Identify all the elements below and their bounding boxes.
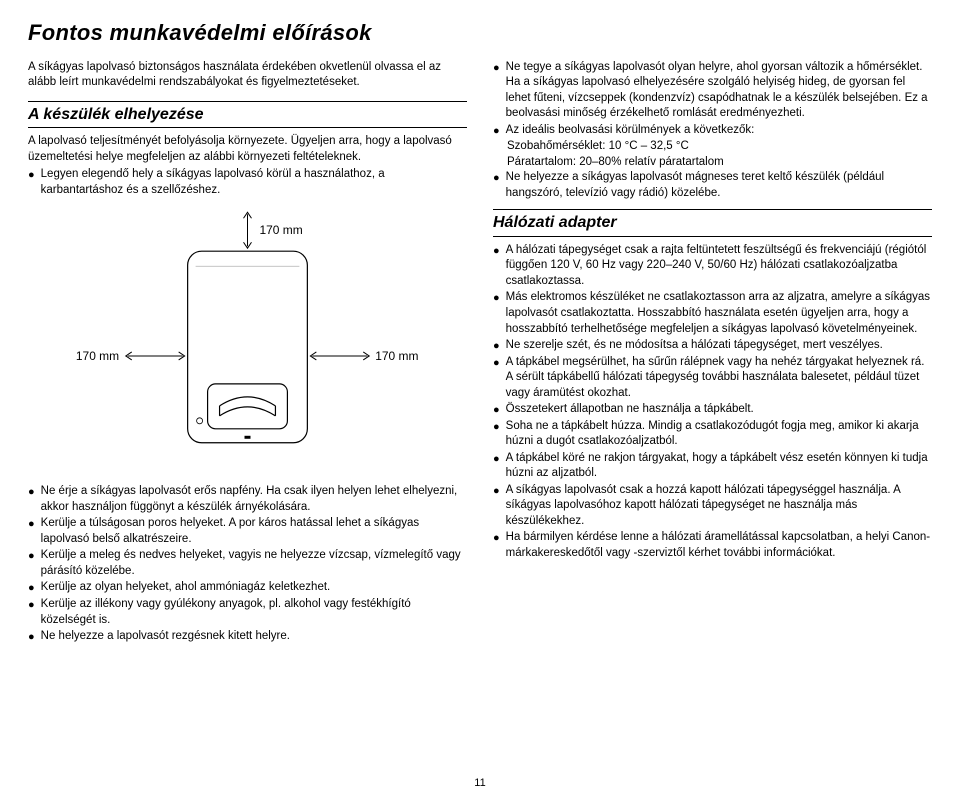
- bullet-icon: ●: [493, 291, 500, 338]
- list-item: ●Kerülje a meleg és nedves helyeket, vag…: [28, 548, 467, 579]
- bullet-text: Kerülje a túlságosan poros helyeket. A p…: [41, 516, 467, 547]
- adapter-bullets: ●A hálózati tápegységet csak a rajta fel…: [493, 243, 932, 561]
- section-placement-heading: A készülék elhelyezése: [28, 101, 467, 129]
- bullet-icon: ●: [493, 171, 500, 202]
- sub-line: Páratartalom: 20–80% relatív páratartalo…: [507, 155, 932, 171]
- list-item: ● Az ideális beolvasási körülmények a köv…: [493, 123, 932, 139]
- list-item: ●Ha bármilyen kérdése lenne a hálózati á…: [493, 530, 932, 561]
- intro-paragraph: A síkágyas lapolvasó biztonságos használ…: [28, 60, 467, 91]
- bullet-text: Legyen elegendő hely a síkágyas lapolvas…: [41, 167, 467, 198]
- bullet-text: A tápkábel megsérülhet, ha sűrűn rálépne…: [506, 355, 932, 402]
- bullet-icon: ●: [28, 581, 35, 597]
- list-item: ●Kerülje a túlságosan poros helyeket. A …: [28, 516, 467, 547]
- bullet-icon: ●: [493, 403, 500, 419]
- bullet-text: Ne érje a síkágyas lapolvasót erős napfé…: [41, 484, 467, 515]
- bullet-text: Összetekert állapotban ne használja a tá…: [506, 402, 932, 418]
- right-top-bullets-2: ●Ne helyezze a síkágyas lapolvasót mágne…: [493, 170, 932, 201]
- placement-bullets-bottom: ●Ne érje a síkágyas lapolvasót erős napf…: [28, 484, 467, 644]
- bullet-text: Ha bármilyen kérdése lenne a hálózati ár…: [506, 530, 932, 561]
- list-item: ● Kerülje az olyan helyeket, ahol ammónia…: [28, 580, 467, 596]
- list-item: ●Ne érje a síkágyas lapolvasót erős napf…: [28, 484, 467, 515]
- page-title: Fontos munkavédelmi előírások: [28, 18, 932, 48]
- list-item: ●Más elektromos készüléket ne csatlakozt…: [493, 290, 932, 337]
- list-item: ● Ne helyezze a lapolvasót rezgésnek kite…: [28, 629, 467, 645]
- bullet-text: A síkágyas lapolvasót csak a hozzá kapot…: [506, 483, 932, 530]
- bullet-icon: ●: [28, 517, 35, 548]
- page-number: 11: [0, 776, 960, 791]
- diagram-label-top: 170 mm: [259, 224, 302, 238]
- bullet-icon: ●: [493, 244, 500, 291]
- placement-bullets-top: ●Legyen elegendő hely a síkágyas lapolva…: [28, 167, 467, 198]
- bullet-icon: ●: [28, 630, 35, 646]
- bullet-text: A tápkábel köré ne rakjon tárgyakat, hog…: [506, 451, 932, 482]
- bullet-text: Kerülje az olyan helyeket, ahol ammóniag…: [41, 580, 467, 596]
- list-item: ●A tápkábel köré ne rakjon tárgyakat, ho…: [493, 451, 932, 482]
- list-item: ●Kerülje az illékony vagy gyúlékony anya…: [28, 597, 467, 628]
- list-item: ●Legyen elegendő hely a síkágyas lapolva…: [28, 167, 467, 198]
- list-item: ● Összetekert állapotban ne használja a t…: [493, 402, 932, 418]
- sub-line: Szobahőmérséklet: 10 °C – 32,5 °C: [507, 139, 932, 155]
- bullet-text: Soha ne a tápkábelt húzza. Mindig a csat…: [506, 419, 932, 450]
- bullet-text: Ne tegye a síkágyas lapolvasót olyan hel…: [506, 60, 932, 122]
- bullet-text: Ne helyezze a lapolvasót rezgésnek kitet…: [41, 629, 467, 645]
- bullet-icon: ●: [28, 485, 35, 516]
- list-item: ●A síkágyas lapolvasót csak a hozzá kapo…: [493, 483, 932, 530]
- section-adapter-heading: Hálózati adapter: [493, 209, 932, 237]
- list-item: ● Ne szerelje szét, és ne módosítsa a hál…: [493, 338, 932, 354]
- diagram-label-right: 170 mm: [375, 349, 418, 363]
- bullet-icon: ●: [493, 124, 500, 140]
- bullet-icon: ●: [493, 356, 500, 403]
- placement-lead: A lapolvasó teljesítményét befolyásolja …: [28, 134, 467, 165]
- bullet-icon: ●: [493, 452, 500, 483]
- right-column: ●Ne tegye a síkágyas lapolvasót olyan he…: [493, 60, 932, 646]
- bullet-text: Más elektromos készüléket ne csatlakozta…: [506, 290, 932, 337]
- diagram-svg: 170 mm 170 mm 170 mm: [28, 206, 467, 476]
- bullet-text: Ne helyezze a síkágyas lapolvasót mágnes…: [506, 170, 932, 201]
- right-top-bullets: ●Ne tegye a síkágyas lapolvasót olyan he…: [493, 60, 932, 139]
- bullet-text: Az ideális beolvasási körülmények a köve…: [506, 123, 932, 139]
- content-columns: A síkágyas lapolvasó biztonságos használ…: [28, 60, 932, 646]
- bullet-icon: ●: [493, 531, 500, 562]
- clearance-diagram: 170 mm 170 mm 170 mm: [28, 206, 467, 476]
- bullet-icon: ●: [493, 420, 500, 451]
- list-item: ●Ne helyezze a síkágyas lapolvasót mágne…: [493, 170, 932, 201]
- bullet-icon: ●: [28, 168, 35, 199]
- bullet-text: Ne szerelje szét, és ne módosítsa a háló…: [506, 338, 932, 354]
- bullet-text: Kerülje az illékony vagy gyúlékony anyag…: [41, 597, 467, 628]
- list-item: ●A hálózati tápegységet csak a rajta fel…: [493, 243, 932, 290]
- bullet-icon: ●: [28, 549, 35, 580]
- bullet-text: Kerülje a meleg és nedves helyeket, vagy…: [41, 548, 467, 579]
- list-item: ●Soha ne a tápkábelt húzza. Mindig a csa…: [493, 419, 932, 450]
- bullet-icon: ●: [28, 598, 35, 629]
- bullet-icon: ●: [493, 339, 500, 355]
- list-item: ●A tápkábel megsérülhet, ha sűrűn rálépn…: [493, 355, 932, 402]
- bullet-text: A hálózati tápegységet csak a rajta felt…: [506, 243, 932, 290]
- bullet-icon: ●: [493, 61, 500, 123]
- diagram-label-left: 170 mm: [76, 349, 119, 363]
- left-column: A síkágyas lapolvasó biztonságos használ…: [28, 60, 467, 646]
- bullet-icon: ●: [493, 484, 500, 531]
- list-item: ●Ne tegye a síkágyas lapolvasót olyan he…: [493, 60, 932, 122]
